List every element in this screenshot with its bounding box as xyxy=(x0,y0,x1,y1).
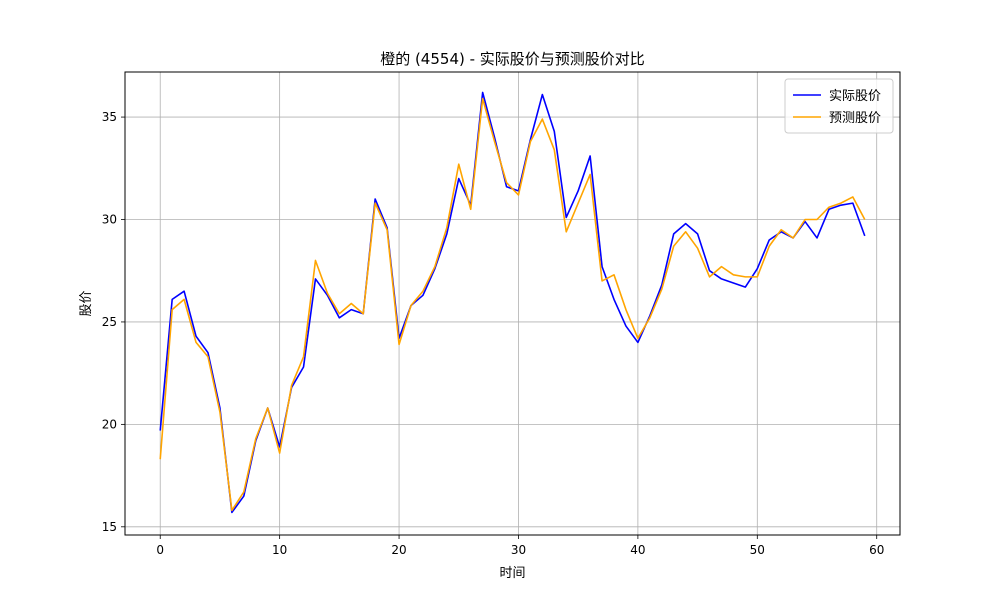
series-layer xyxy=(159,91,866,514)
series-line-1 xyxy=(159,97,866,512)
legend-box xyxy=(784,78,894,134)
y-axis-label: 股价 xyxy=(79,290,94,316)
x-tick-label: 30 xyxy=(511,543,526,557)
x-tick-label: 10 xyxy=(272,543,287,557)
legend-label-0: 实际股价 xyxy=(829,89,881,104)
plot-frame xyxy=(124,71,901,536)
x-axis-label: 时间 xyxy=(499,566,525,581)
grid-layer xyxy=(125,72,900,535)
x-tick-label: 20 xyxy=(391,543,406,557)
x-tick-label: 50 xyxy=(750,543,765,557)
x-tick-label: 0 xyxy=(156,543,164,557)
tick-layer: 0 10 20 30 40 50 60 15 20 25 30 35 xyxy=(102,110,885,557)
x-tick-label: 40 xyxy=(630,543,645,557)
y-tick-label: 20 xyxy=(102,417,117,431)
legend-label-1: 预测股价 xyxy=(829,111,881,126)
y-tick-label: 35 xyxy=(102,110,117,124)
x-tick-label: 60 xyxy=(869,543,884,557)
chart-title: 橙的 (4554) - 实际股价与预测股价对比 xyxy=(380,50,645,68)
y-tick-label: 25 xyxy=(102,315,117,329)
y-tick-label: 15 xyxy=(102,520,117,534)
y-tick-label: 30 xyxy=(102,213,117,227)
